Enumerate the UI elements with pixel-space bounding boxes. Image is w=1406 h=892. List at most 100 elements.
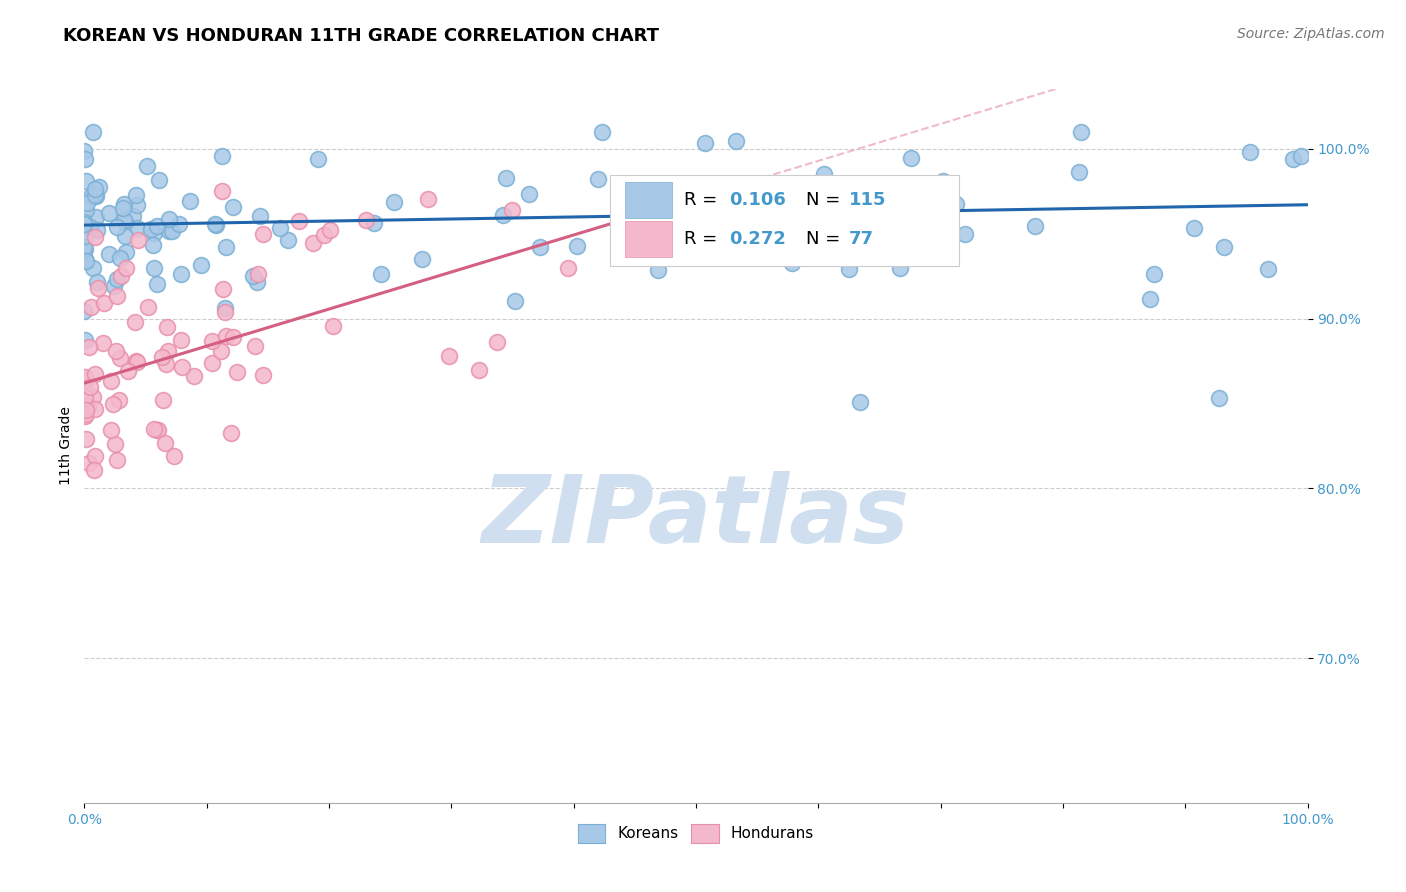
Point	[73, 217, 96, 231]
Point	[77, 340, 100, 354]
Point	[159, 224, 181, 238]
Point	[245, 339, 267, 353]
Point	[689, 184, 711, 198]
Point	[80, 300, 103, 314]
Point	[277, 233, 299, 247]
Point	[1281, 152, 1303, 166]
Point	[146, 423, 169, 437]
Point	[75, 152, 97, 166]
Point	[156, 320, 179, 334]
Point	[211, 149, 233, 163]
Text: KOREAN VS HONDURAN 11TH GRADE CORRELATION CHART: KOREAN VS HONDURAN 11TH GRADE CORRELATIO…	[63, 27, 659, 45]
Point	[163, 449, 186, 463]
Point	[82, 390, 104, 404]
Point	[314, 227, 336, 242]
Point	[468, 363, 491, 377]
Point	[75, 174, 97, 188]
Point	[780, 255, 803, 269]
Point	[84, 401, 107, 416]
Point	[252, 227, 274, 241]
Point	[146, 423, 169, 437]
Point	[214, 305, 236, 319]
Point	[75, 402, 97, 417]
Point	[779, 206, 801, 220]
Text: N =: N =	[806, 230, 846, 248]
Point	[127, 233, 149, 247]
Point	[86, 281, 108, 295]
Point	[114, 215, 136, 229]
Point	[73, 304, 96, 318]
Point	[114, 229, 136, 244]
Point	[501, 203, 523, 218]
Text: N =: N =	[806, 191, 846, 209]
Point	[104, 343, 127, 358]
Point	[215, 328, 238, 343]
Point	[139, 222, 162, 236]
Point	[813, 167, 835, 181]
Point	[84, 210, 107, 224]
Point	[112, 201, 135, 215]
Point	[437, 350, 460, 364]
Point	[110, 268, 132, 283]
Point	[529, 240, 551, 254]
Point	[204, 217, 226, 231]
Point	[1239, 145, 1261, 160]
Point	[112, 197, 135, 211]
Point	[73, 144, 96, 158]
Point	[75, 432, 97, 446]
Point	[1139, 293, 1161, 307]
Point	[167, 217, 190, 231]
FancyBboxPatch shape	[610, 175, 959, 266]
Point	[136, 300, 159, 314]
Point	[79, 219, 101, 234]
Point	[152, 350, 174, 364]
Point	[148, 173, 170, 187]
Point	[1143, 268, 1166, 282]
Point	[73, 409, 96, 423]
Point	[82, 125, 104, 139]
Point	[75, 373, 97, 387]
Point	[1067, 165, 1090, 179]
Point	[800, 250, 823, 264]
Point	[179, 194, 201, 208]
Point	[142, 261, 165, 276]
Point	[301, 236, 323, 251]
Point	[107, 220, 129, 235]
Point	[160, 224, 183, 238]
Point	[222, 200, 245, 214]
Point	[125, 221, 148, 235]
Point	[322, 319, 344, 334]
Point	[212, 282, 235, 296]
Point	[86, 222, 108, 236]
Point	[886, 211, 908, 226]
Point	[80, 189, 103, 203]
Point	[222, 330, 245, 344]
Point	[146, 277, 169, 291]
Point	[135, 160, 157, 174]
Point	[73, 228, 96, 243]
Point	[411, 252, 433, 267]
FancyBboxPatch shape	[626, 182, 672, 218]
Legend: Koreans, Hondurans: Koreans, Hondurans	[572, 818, 820, 848]
Point	[492, 208, 515, 222]
Point	[91, 335, 114, 350]
Point	[142, 226, 165, 240]
Point	[75, 408, 97, 422]
FancyBboxPatch shape	[626, 221, 672, 257]
Point	[169, 333, 191, 347]
Text: 0.272: 0.272	[728, 230, 786, 248]
Point	[97, 247, 120, 261]
Point	[586, 172, 609, 186]
Text: R =: R =	[683, 191, 723, 209]
Point	[83, 450, 105, 464]
Point	[153, 435, 176, 450]
Point	[932, 174, 955, 188]
Point	[108, 392, 131, 407]
Point	[125, 187, 148, 202]
Point	[503, 293, 526, 308]
Point	[84, 367, 107, 381]
Point	[83, 463, 105, 477]
Point	[170, 267, 193, 281]
Point	[1213, 240, 1236, 254]
Point	[142, 421, 165, 435]
